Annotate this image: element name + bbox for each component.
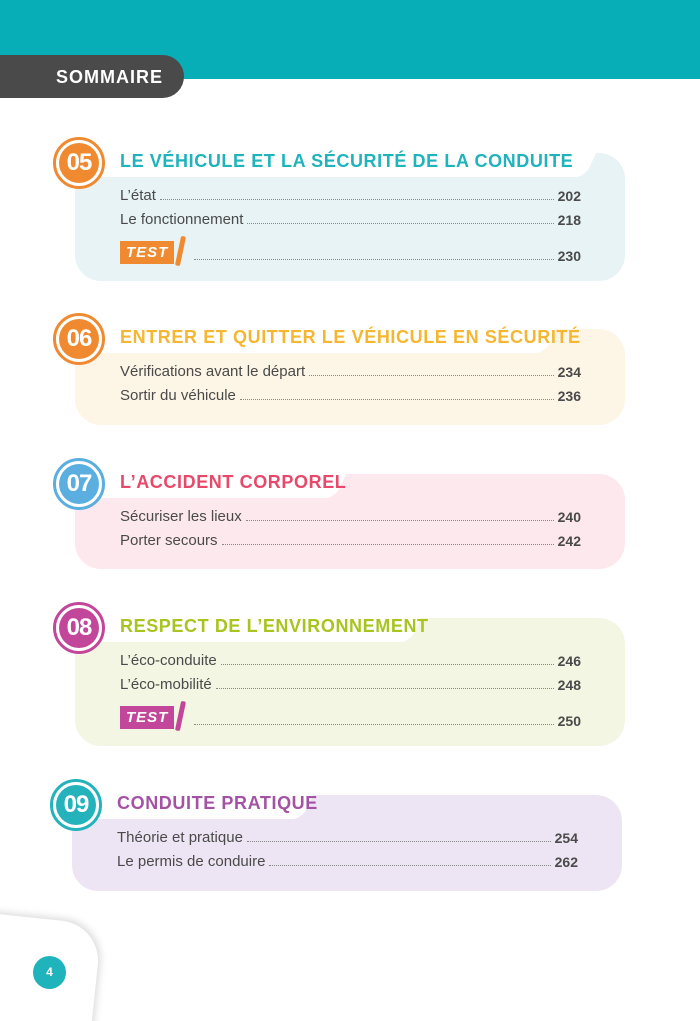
pencil-icon [175,700,187,732]
section-title[interactable]: L’ACCIDENT CORPOREL [120,472,347,492]
sommaire-tab: SOMMAIRE [0,55,184,98]
section-number-badge: 08 [53,602,105,654]
entry-label: Sécuriser les lieux [120,508,242,525]
section-05: 05 LE VÉHICULE ET LA SÉCURITÉ DE LA COND… [0,137,700,281]
dot-leader [215,688,554,689]
toc-entry[interactable]: Sécuriser les lieux 240 [120,508,581,525]
entry-page: 250 [557,713,581,729]
entry-label: L’état [120,187,156,204]
section-07: 07 L’ACCIDENT CORPOREL Sécuriser les lieu… [0,458,700,569]
section-06: 06 ENTRER ET QUITTER LE VÉHICULE EN SÉCU… [0,313,700,425]
section-number: 09 [56,785,96,825]
section-09: 09 CONDUITE PRATIQUE Théorie et pratique 2… [0,779,700,891]
pencil-icon [175,235,187,267]
entry-page: 246 [557,653,581,669]
dot-leader [221,544,554,545]
page-number: 4 [33,956,66,989]
entry-label: Le permis de conduire [117,853,266,870]
entry-label: L’éco-mobilité [120,676,212,693]
toc-entry[interactable]: L’état 202 [120,187,581,204]
section-number: 06 [59,319,99,359]
dot-leader [194,259,554,260]
section-number-badge: 06 [53,313,105,365]
section-title[interactable]: ENTRER ET QUITTER LE VÉHICULE EN SÉCURIT… [120,327,581,347]
entry-label: Théorie et pratique [117,829,243,846]
entry-page: 254 [554,830,578,846]
dot-leader [194,724,554,725]
dot-leader [220,664,554,665]
section-number: 08 [59,608,99,648]
entry-label: Vérifications avant le départ [120,363,306,380]
toc-entry[interactable]: Vérifications avant le départ 234 [120,363,581,380]
entry-page: 236 [557,388,581,404]
section-number-badge: 05 [53,137,105,189]
section-title[interactable]: CONDUITE PRATIQUE [117,793,318,813]
toc-entry[interactable]: Le permis de conduire 262 [117,853,578,870]
page-title: SOMMAIRE [56,67,163,87]
toc-entry[interactable]: Théorie et pratique 254 [117,829,578,846]
dot-leader [239,399,554,400]
entry-page: 248 [557,677,581,693]
section-08: 08 RESPECT DE L’ENVIRONNEMENT L’éco-condu… [0,602,700,746]
dot-leader [246,841,551,842]
section-title[interactable]: RESPECT DE L’ENVIRONNEMENT [120,616,429,636]
test-label: TEST [126,709,169,726]
entry-label: L’éco-conduite [120,652,217,669]
toc-entry[interactable]: Le fonctionnement 218 [120,211,581,228]
dot-leader [269,865,551,866]
entry-page: 218 [557,212,581,228]
entry-page: 242 [557,533,581,549]
section-number: 07 [59,464,99,504]
test-badge: TEST [120,235,187,267]
entry-label: Porter secours [120,532,218,549]
test-label: TEST [126,244,169,261]
dot-leader [245,520,554,521]
entry-page: 230 [557,248,581,264]
dot-leader [247,223,554,224]
toc-entry[interactable]: TEST 230 [120,235,581,267]
entry-label: Le fonctionnement [120,211,244,228]
section-number-badge: 09 [50,779,102,831]
entry-page: 202 [557,188,581,204]
toc-entry[interactable]: L’éco-conduite 246 [120,652,581,669]
dot-leader [159,199,554,200]
entry-page: 262 [554,854,578,870]
entry-page: 234 [557,364,581,380]
toc-entry[interactable]: TEST 250 [120,700,581,732]
toc-entry[interactable]: Porter secours 242 [120,532,581,549]
entry-label: Sortir du véhicule [120,387,236,404]
section-number-badge: 07 [53,458,105,510]
dot-leader [309,375,554,376]
entry-page: 240 [557,509,581,525]
test-badge: TEST [120,700,187,732]
toc-entry[interactable]: Sortir du véhicule 236 [120,387,581,404]
section-number: 05 [59,143,99,183]
toc-entry[interactable]: L’éco-mobilité 248 [120,676,581,693]
section-title[interactable]: LE VÉHICULE ET LA SÉCURITÉ DE LA CONDUIT… [120,151,574,171]
